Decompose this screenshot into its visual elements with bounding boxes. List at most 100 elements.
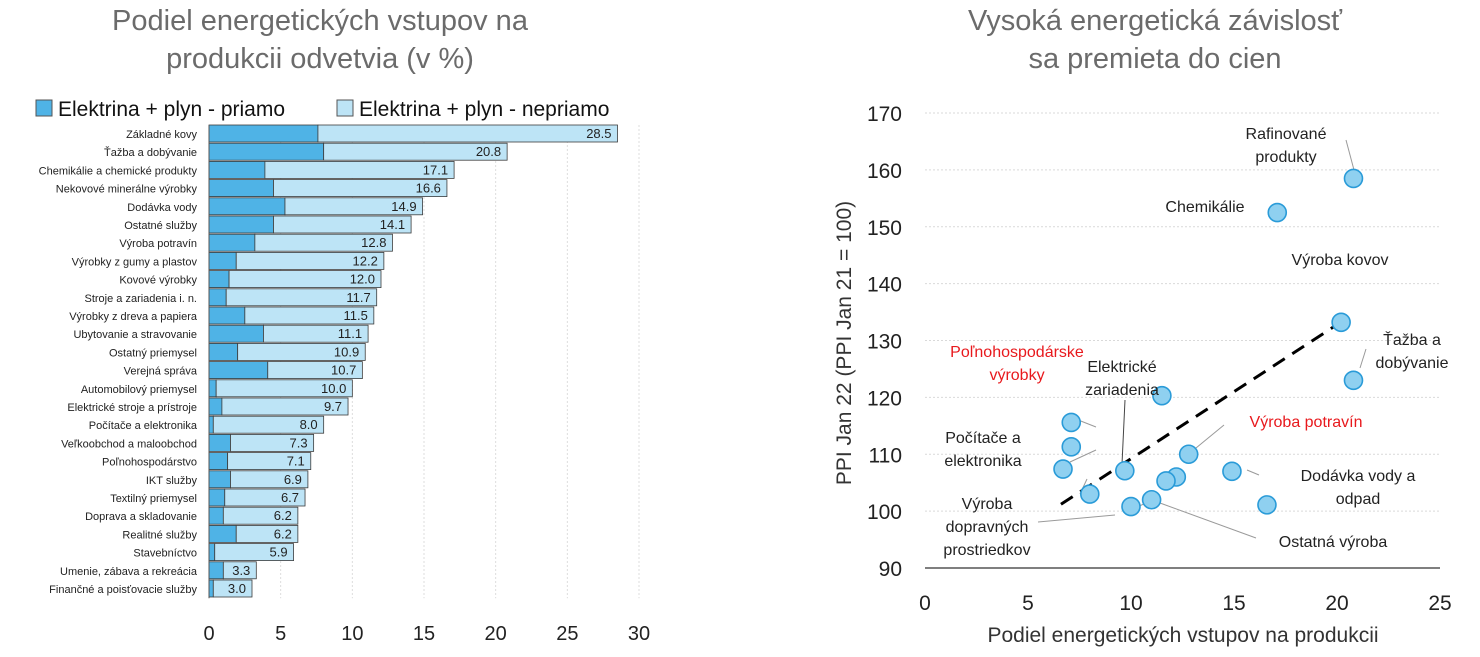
legend-label: Elektrina + plyn - nepriamo bbox=[359, 98, 609, 121]
point-annotation-label: Elektrické bbox=[1087, 359, 1156, 376]
bar-chart-title-line: produkcii odvetvia (v %) bbox=[166, 43, 474, 75]
bar-direct bbox=[208, 561, 224, 580]
scatter-title-line: Vysoká energetická závislosť bbox=[968, 5, 1343, 37]
y-tick-label: 140 bbox=[867, 274, 902, 297]
annotation-leader-line bbox=[1345, 139, 1355, 171]
category-label: Realitné služby bbox=[122, 529, 197, 541]
trendline bbox=[1060, 315, 1351, 506]
point-annotation-label: Chemikálie bbox=[1165, 199, 1244, 216]
x-tick-label: 5 bbox=[275, 623, 286, 645]
bar-indirect bbox=[224, 488, 306, 507]
point-annotation-label: dopravných bbox=[946, 519, 1029, 536]
bar-indirect bbox=[323, 142, 508, 161]
bar-direct bbox=[208, 415, 214, 434]
bar-indirect bbox=[235, 525, 299, 543]
point-annotation-label: Ťažba a bbox=[1383, 330, 1441, 349]
bar-total-label: 28.5 bbox=[586, 126, 611, 141]
point-annotation-label: Výroba bbox=[962, 496, 1013, 513]
annotation-leader-line bbox=[1121, 399, 1126, 465]
point-annotation-label: Počítače a bbox=[945, 430, 1021, 447]
bar-indirect bbox=[244, 306, 375, 325]
bar-indirect bbox=[235, 251, 385, 270]
x-axis-label: Podiel energetických vstupov na produkci… bbox=[987, 624, 1378, 647]
annotation-leader-line bbox=[1195, 424, 1225, 449]
category-label: Ostatný priemysel bbox=[109, 347, 197, 359]
y-tick-label: 170 bbox=[867, 103, 902, 126]
category-label: Doprava a skladovanie bbox=[85, 511, 197, 523]
bar-total-label: 6.2 bbox=[274, 508, 292, 523]
bar-direct bbox=[208, 397, 223, 416]
y-tick-label: 150 bbox=[867, 217, 902, 240]
bar-total-label: 6.7 bbox=[281, 490, 299, 505]
point-annotation-label: Rafinované bbox=[1246, 126, 1327, 143]
category-label: Ostatné služby bbox=[124, 220, 197, 232]
bar-direct bbox=[208, 470, 231, 489]
bar-indirect bbox=[254, 233, 393, 252]
scatter-point bbox=[1061, 412, 1082, 433]
category-label: Nekovové minerálne výrobky bbox=[56, 184, 198, 196]
bar-total-label: 5.9 bbox=[269, 545, 287, 560]
bar-indirect bbox=[273, 215, 412, 234]
y-tick-label: 160 bbox=[867, 160, 902, 183]
bar-indirect bbox=[212, 415, 325, 434]
point-annotation-label: Výroba kovov bbox=[1292, 252, 1389, 269]
bar-total-label: 16.6 bbox=[416, 181, 441, 196]
bar-indirect bbox=[263, 324, 369, 343]
bar-indirect bbox=[317, 124, 618, 143]
bar-indirect bbox=[222, 561, 257, 580]
bar-indirect bbox=[215, 379, 353, 398]
category-label: Dodávka vody bbox=[127, 202, 197, 214]
x-tick-label: 30 bbox=[628, 623, 650, 645]
annotation-leader-line bbox=[1159, 502, 1257, 539]
point-annotation-label: Ostatná výroba bbox=[1279, 534, 1388, 551]
x-tick-label: 10 bbox=[1119, 592, 1142, 615]
bar-total-label: 6.9 bbox=[284, 472, 302, 487]
bar-total-label: 11.5 bbox=[343, 308, 367, 323]
x-tick-label: 5 bbox=[1022, 592, 1034, 615]
point-annotation-label: výrobky bbox=[989, 367, 1044, 384]
category-label: Základné kovy bbox=[126, 129, 197, 141]
bar-total-label: 11.1 bbox=[338, 326, 362, 341]
scatter-chart-ppi: Vysoká energetická závislosť sa premieta … bbox=[833, 5, 1452, 647]
bar-indirect bbox=[230, 470, 309, 489]
scatter-point bbox=[1267, 202, 1288, 223]
scatter-point bbox=[1141, 489, 1162, 510]
scatter-point bbox=[1152, 385, 1172, 406]
bar-total-label: 17.1 bbox=[423, 162, 448, 177]
point-annotation-label: Dodávka vody a bbox=[1301, 468, 1416, 485]
point-annotation-label: produkty bbox=[1255, 149, 1316, 166]
bar-direct bbox=[208, 306, 246, 325]
bar-total-label: 6.2 bbox=[274, 526, 292, 541]
category-label: Chemikálie a chemické produkty bbox=[39, 165, 198, 177]
category-label: Umenie, zábava a rekreácia bbox=[60, 566, 198, 578]
x-tick-label: 15 bbox=[413, 623, 435, 645]
scatter-point bbox=[1156, 471, 1176, 491]
bar-indirect bbox=[225, 288, 378, 307]
point-annotation-label: Výroba potravín bbox=[1250, 414, 1363, 431]
y-tick-label: 100 bbox=[867, 501, 902, 524]
bar-total-label: 9.7 bbox=[324, 399, 342, 414]
y-tick-label: 90 bbox=[879, 558, 902, 581]
y-axis-label: PPI Jan 22 (PPI Jan 21 = 100) bbox=[833, 201, 856, 485]
legend-swatch bbox=[35, 99, 53, 117]
bar-direct bbox=[208, 379, 217, 398]
bar-total-label: 20.8 bbox=[476, 144, 501, 159]
bar-indirect bbox=[237, 342, 366, 361]
x-tick-label: 15 bbox=[1222, 592, 1245, 615]
bar-direct bbox=[208, 233, 256, 252]
category-label: Textilný priemysel bbox=[110, 493, 197, 505]
bar-direct bbox=[208, 324, 264, 343]
bar-direct bbox=[208, 488, 226, 507]
bar-indirect bbox=[264, 160, 455, 179]
point-annotation-label: odpad bbox=[1336, 491, 1381, 508]
bar-direct bbox=[208, 543, 216, 561]
x-tick-label: 20 bbox=[485, 623, 507, 645]
bar-total-label: 12.8 bbox=[361, 235, 386, 250]
category-label: Počítače a elektronika bbox=[89, 420, 198, 432]
bar-direct bbox=[208, 215, 274, 234]
annotation-leader-line bbox=[1246, 469, 1260, 476]
bar-chart-title-line: Podiel energetických vstupov na bbox=[112, 5, 529, 37]
bar-indirect bbox=[267, 361, 363, 380]
bar-direct bbox=[208, 124, 319, 143]
